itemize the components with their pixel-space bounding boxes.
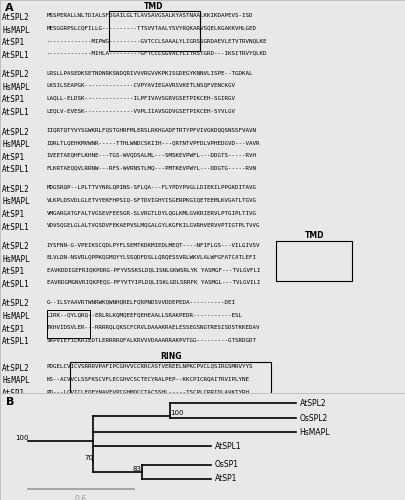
- Text: AtSPL2: AtSPL2: [2, 128, 30, 136]
- Text: PDGELCVICVSRRRVPAFIPCGHVVCCRRCASTVEREELNPKCPVCLQSIRGSMRVYYS: PDGELCVICVSRRRVPAFIPCGHVVCCRRCASTVEREELN…: [47, 364, 253, 369]
- Text: LIRK--QYLQRQ--ERLRLKQMQEEFQEHEAALLSRAKPEDR-----------ESL: LIRK--QYLQRQ--ERLRLKQMQEEFQEHEAALLSRAKPE…: [47, 312, 243, 317]
- Text: AtSPL2: AtSPL2: [2, 300, 30, 308]
- Text: 100: 100: [15, 435, 28, 441]
- Text: HsMAPL: HsMAPL: [2, 254, 30, 264]
- Text: AtSPL2: AtSPL2: [300, 399, 326, 408]
- Text: 70: 70: [84, 456, 93, 462]
- Text: EAVRDGMGNVRIQKPEQG-PFYVTYIPLDQLISKLGDLSRRFK YASMGL---TVLGVILI: EAVRDGMGNVRIQKPEQG-PFYVTYIPLDQLISKLGDLSR…: [47, 280, 260, 285]
- Text: TKHVIDSVLER---RRRRQLQKSCFCRVLDAAAKRAELESSEGSNGTRESISDSTKKEDAV: TKHVIDSVLER---RRRRQLQKSCFCRVLDAAAKRAELES…: [47, 324, 260, 330]
- Text: AtSPL2: AtSPL2: [2, 242, 30, 251]
- Text: FLKRTAEQQVLRRNW---RFS-WVRNSTLMQ---PMTKEVPWYL---DDGTG-----RVN: FLKRTAEQQVLRRNW---RFS-WVRNSTLMQ---PMTKEV…: [47, 165, 257, 170]
- Text: HsMAPL: HsMAPL: [2, 376, 30, 386]
- Text: LEQLV-EVESK--------------VVPLIIAVSGDVGSETPIKCEH-SYVLGV: LEQLV-EVESK--------------VVPLIIAVSGDVGSE…: [47, 108, 236, 113]
- Text: AtSPL2: AtSPL2: [2, 185, 30, 194]
- Text: AtSP1: AtSP1: [2, 324, 25, 334]
- Text: MDGSRQP--LPLTTVYNRLQPINS-SFLQA---FLYPDYPVGLLDIEKILPPGKDITAVG: MDGSRQP--LPLTTVYNRLQPINS-SFLQA---FLYPDYP…: [47, 185, 257, 190]
- Text: 0.6: 0.6: [75, 494, 87, 500]
- Text: AtSP1: AtSP1: [2, 96, 25, 104]
- Bar: [109, 12, 200, 51]
- Text: G--ILSYAAVRTWNRWKQWNHQRELFQRPNDSVVDDEPEDA----------DEI: G--ILSYAAVRTWNRWKQWNHQRELFQRPNDSVVDDEPED…: [47, 300, 236, 304]
- Text: TMD: TMD: [144, 2, 164, 11]
- Text: VDVSQGELGLALTVGSDVFEKAEPVSLMQGALGYLKGFKILGVRHVERVVPTIGTPLTVVG: VDVSQGELGLALTVGSDVFEKAEPVSLMQGALGYLKGFKI…: [47, 222, 260, 228]
- Text: ELVLDN-NSVRLQPPKQGMQYYLSSQDFDSLLQRQESSVRLWKVLALWFGFATCATLEFI: ELVLDN-NSVRLQPPKQGMQYYLSSQDFDSLLQRQESSVR…: [47, 254, 257, 260]
- Text: AtSP1: AtSP1: [215, 474, 237, 483]
- Text: HsMAPL: HsMAPL: [2, 26, 30, 35]
- Text: AtSPL1: AtSPL1: [2, 165, 30, 174]
- Text: AtSPL1: AtSPL1: [2, 50, 30, 59]
- Text: LAQLL-ELDSK--------------ILPFIVAVSGRVGSETPIKCEH-SGIRGV: LAQLL-ELDSK--------------ILPFIVAVSGRVGSE…: [47, 96, 236, 100]
- Text: AtSPL1: AtSPL1: [2, 108, 30, 117]
- Text: HsMAPL: HsMAPL: [300, 428, 330, 437]
- Text: -------------MIPWG---------GVTCCLSAAALYLIGRSSGRDAEVLETVTRVNQLKE: -------------MIPWG---------GVTCCLSAAALYL…: [47, 38, 267, 43]
- Text: AtSPL1: AtSPL1: [2, 280, 30, 289]
- Text: AtSPL1: AtSPL1: [215, 442, 241, 451]
- Text: B: B: [6, 397, 15, 407]
- Text: PD---LCVICLEQEYNAVFVPCGHMOCCTACSSHL-----TSCPLCRRIDLAVKTYRH: PD---LCVICLEQEYNAVFVPCGHMOCCTACSSHL-----…: [47, 389, 249, 394]
- Text: MSSPERALLNLTDIALSFDGAILGLTLAVSAVGSALKYASTNAALKKIKDAPEVS-ISD: MSSPERALLNLTDIALSFDGAILGLTLAVSAVGSALKYAS…: [47, 13, 253, 18]
- Text: 100: 100: [170, 410, 183, 416]
- Text: 83: 83: [133, 466, 142, 472]
- Text: SKPVIEYILKRIEDTLERRRRQFALKRVVVDAAARRAKPVTGG---------GTSRDGDT: SKPVIEYILKRIEDTLERRRRQFALKRVVVDAAARRAKPV…: [47, 337, 257, 342]
- Text: AtSPL1: AtSPL1: [2, 337, 30, 346]
- Text: EAVKDDIGEFRIQKPDRG-PFYVSSKSLDQLISNLGKWSRLYK YASMGF---TVLGVFLI: EAVKDDIGEFRIQKPDRG-PFYVSSKSLDQLISNLGKWSR…: [47, 268, 260, 272]
- Text: AtSPL2: AtSPL2: [2, 70, 30, 80]
- Text: PD---LCVVCLDQKYNTAFVECGHMOCCTPCSLQL-----RTCPLCRBRIQQVLKIYPH: PD---LCVVCLDQKYNTAFVECGHMOCCTPCSLQL-----…: [47, 402, 253, 406]
- Bar: [276, 240, 352, 281]
- Text: RING: RING: [160, 352, 181, 362]
- Text: IYSFNN-G-VPEIKSCQDLPYFLSEMTKDKMIEDLMEQT----NFIFLGS---VILGIVSV: IYSFNN-G-VPEIKSCQDLPYFLSEMTKDKMIEDLMEQT-…: [47, 242, 260, 247]
- Text: HsMAPL: HsMAPL: [2, 140, 30, 149]
- Text: VLKPLDSVDLGLETVYEKFHPSIQ-SFTDVIGHYISGERPKGIQETEEMLKVGATLTGVG: VLKPLDSVDLGLETVYEKFHPSIQ-SFTDVIGHYISGERP…: [47, 198, 257, 202]
- Text: HsMAPL: HsMAPL: [2, 312, 30, 321]
- Text: HsMAPL: HsMAPL: [2, 198, 30, 206]
- Text: AtSP1: AtSP1: [2, 268, 25, 276]
- Text: OsSPL2: OsSPL2: [300, 414, 328, 423]
- Text: LKSILSEAPGK--------------CVPYAVIEGAVRSVKETLNSQFVENCKGV: LKSILSEAPGK--------------CVPYAVIEGAVRSVK…: [47, 83, 236, 88]
- Text: AtSP1: AtSP1: [2, 210, 25, 219]
- Text: MESGGRPSLCQFILLG----------TTSVVTAALYSVYRQKARVSQELKGAKKVHLGED: MESGGRPSLCQFILLG----------TTSVVTAALYSVYR…: [47, 26, 257, 30]
- Text: KS--ACVVCLSSFKSCVFLECGHVCSCTECYRALPEP--KKCPICRQAITRVIPLYNE: KS--ACVVCLSSFKSCVFLECGHVCSCTECYRALPEP--K…: [47, 376, 249, 382]
- Text: AtSP1: AtSP1: [2, 152, 25, 162]
- Text: AtSPL1: AtSPL1: [2, 222, 30, 232]
- Text: AtSPL1: AtSPL1: [2, 402, 30, 410]
- Text: IQRLTLQEHKMVWNR-----TTHLWNDCSKIIH---QRTNTVPFDLVPHEDGVD---VAVR: IQRLTLQEHKMVWNR-----TTHLWNDCSKIIH---QRTN…: [47, 140, 260, 145]
- Bar: [70, 362, 271, 403]
- Text: LRSLLPASEDKSETNDNRKSNDQRIVVVRGVVKPKISGDEGYKNNVLISPE--TGDKAL: LRSLLPASEDKSETNDNRKSNDQRIVVVRGVVKPKISGDE…: [47, 70, 253, 76]
- Text: VMGARGATGFALTVGSEVFEESGR-SLVRGTLDYLQGLKMLGVKRIERVLPTGIPLTIVG: VMGARGATGFALTVGSEVFEESGR-SLVRGTLDYLQGLKM…: [47, 210, 257, 215]
- Text: -------------MIHLA---------GFTCCLGGVALYLITRSTGRD---IKSITRVYQLKD: -------------MIHLA---------GFTCCLGGVALYL…: [47, 50, 267, 56]
- Text: HsMAPL: HsMAPL: [2, 83, 30, 92]
- Text: OsSP1: OsSP1: [215, 460, 239, 469]
- Text: AtSP1: AtSP1: [2, 389, 25, 398]
- Bar: [47, 310, 90, 338]
- Text: TMD: TMD: [305, 231, 324, 240]
- Text: AtSPL2: AtSPL2: [2, 13, 30, 22]
- Text: AtSPL2: AtSPL2: [2, 364, 30, 373]
- Text: IIQRTQTYVYSGWKRLFQSTGHRFMLERSLRKHGADFTRTYPFVIVGKDQQSNSSFVAVN: IIQRTQTYVYSGWKRLFQSTGHRFMLERSLRKHGADFTRT…: [47, 128, 257, 132]
- Text: AtSP1: AtSP1: [2, 38, 25, 47]
- Text: A: A: [5, 3, 13, 13]
- Text: IVEETAEQHFLKHNE---TGS-WVQDSALML---SMSKEVPWFL---DDGTS-----RVH: IVEETAEQHFLKHNE---TGS-WVQDSALML---SMSKEV…: [47, 152, 257, 158]
